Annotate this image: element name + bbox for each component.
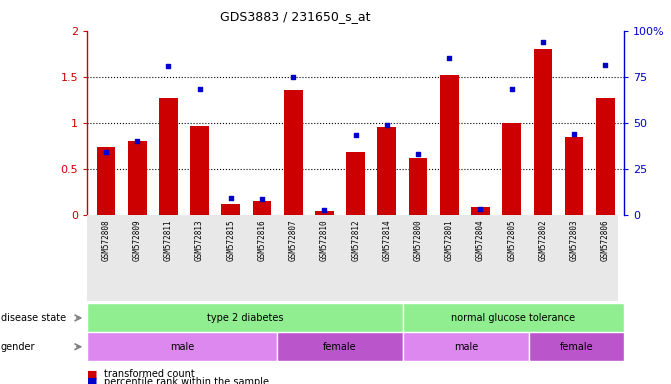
Bar (409, 158, 427, 215)
Bar (529, 332, 624, 361)
Text: GSM572804: GSM572804 (476, 219, 485, 261)
Text: GSM572805: GSM572805 (507, 219, 516, 261)
Point (507, 86, 517, 92)
Text: GSM572815: GSM572815 (226, 219, 236, 261)
Bar (87, 332, 276, 361)
Text: GSM572811: GSM572811 (164, 219, 173, 261)
Bar (403, 332, 529, 361)
Text: GSM572802: GSM572802 (538, 219, 548, 261)
Point (319, 207, 329, 213)
Text: GSM572803: GSM572803 (570, 219, 578, 261)
Bar (127, 141, 146, 215)
Bar (221, 204, 240, 215)
Text: GSM572801: GSM572801 (445, 219, 454, 261)
Bar (315, 211, 333, 215)
Text: ■: ■ (87, 369, 98, 379)
Point (163, 63, 174, 69)
Point (569, 131, 580, 137)
Bar (253, 201, 271, 215)
Text: male: male (454, 341, 478, 352)
Bar (471, 207, 490, 215)
Point (194, 86, 205, 92)
Text: GSM572808: GSM572808 (101, 219, 111, 261)
Bar (87, 303, 403, 332)
Text: GDS3883 / 231650_s_at: GDS3883 / 231650_s_at (220, 10, 370, 23)
Point (256, 196, 267, 202)
Text: male: male (170, 341, 194, 352)
Bar (440, 75, 458, 215)
Bar (276, 332, 403, 361)
Text: GSM572814: GSM572814 (382, 219, 391, 261)
Text: GSM572807: GSM572807 (289, 219, 298, 261)
Bar (596, 98, 615, 215)
Bar (378, 127, 396, 215)
Bar (346, 152, 365, 215)
Text: transformed count: transformed count (104, 369, 195, 379)
Point (225, 195, 236, 202)
Point (288, 74, 299, 80)
Text: GSM572816: GSM572816 (258, 219, 266, 261)
Bar (403, 303, 624, 332)
Point (382, 122, 393, 128)
Text: GSM572812: GSM572812 (351, 219, 360, 261)
Text: type 2 diabetes: type 2 diabetes (207, 313, 283, 323)
Point (413, 151, 423, 157)
Text: GSM572810: GSM572810 (320, 219, 329, 261)
Bar (190, 126, 209, 215)
Bar (533, 49, 552, 215)
Text: GSM572806: GSM572806 (601, 219, 610, 261)
Point (350, 132, 361, 138)
Bar (159, 98, 178, 215)
Text: GSM572809: GSM572809 (133, 219, 142, 261)
Text: ■: ■ (87, 377, 98, 384)
Text: GSM572800: GSM572800 (413, 219, 423, 261)
Text: disease state: disease state (1, 313, 66, 323)
Text: percentile rank within the sample: percentile rank within the sample (104, 377, 269, 384)
Text: normal glucose tolerance: normal glucose tolerance (452, 313, 576, 323)
Point (475, 205, 486, 212)
Bar (97, 147, 115, 215)
Text: gender: gender (1, 342, 35, 352)
Point (132, 138, 142, 144)
Text: female: female (323, 341, 357, 352)
Point (537, 39, 548, 45)
Point (101, 149, 111, 156)
Point (600, 62, 611, 68)
Text: female: female (560, 341, 593, 352)
Text: GSM572813: GSM572813 (195, 219, 204, 261)
Point (444, 55, 455, 61)
Bar (503, 123, 521, 215)
Bar (565, 137, 584, 215)
Bar (284, 90, 303, 215)
